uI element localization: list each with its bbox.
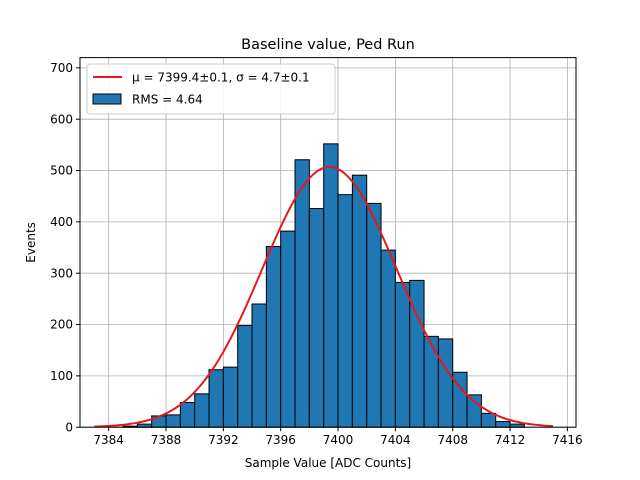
histogram-bar bbox=[380, 249, 396, 428]
histogram-bar bbox=[208, 369, 224, 428]
x-tick-label: 7408 bbox=[437, 433, 468, 447]
x-tick-label: 7416 bbox=[552, 433, 583, 447]
histogram-bar bbox=[280, 230, 296, 428]
x-tick-label: 7388 bbox=[151, 433, 182, 447]
y-tick-label: 700 bbox=[50, 61, 73, 75]
histogram-bar bbox=[194, 393, 210, 428]
legend: μ = 7399.4±0.1, σ = 4.7±0.1 RMS = 4.64 bbox=[86, 63, 336, 115]
x-axis-ticks: 7384 7388 7392 7396 7400 7404 7408 7412 7416 bbox=[93, 427, 583, 447]
y-tick-label: 600 bbox=[50, 112, 73, 126]
x-tick-label: 7404 bbox=[380, 433, 411, 447]
histogram-bar bbox=[366, 202, 382, 428]
histogram-bar bbox=[251, 303, 267, 428]
fit-curve-group bbox=[94, 165, 554, 428]
histogram-bar bbox=[466, 394, 482, 428]
plot-area-frame bbox=[79, 57, 577, 428]
x-tick-label: 7412 bbox=[495, 433, 526, 447]
histogram-bar bbox=[294, 159, 310, 428]
histogram-bar bbox=[423, 335, 439, 428]
y-tick-label: 300 bbox=[50, 266, 73, 280]
histogram-bar bbox=[337, 194, 353, 428]
chart-title: Baseline value, Ped Run bbox=[241, 37, 415, 53]
histogram-bar bbox=[165, 414, 181, 428]
x-tick-label: 7392 bbox=[208, 433, 239, 447]
histogram-bar bbox=[323, 143, 339, 428]
histogram-bar bbox=[495, 421, 511, 428]
legend-rms-label: RMS = 4.64 bbox=[132, 93, 203, 107]
legend-fit-label: μ = 7399.4±0.1, σ = 4.7±0.1 bbox=[132, 71, 310, 85]
histogram-bar bbox=[480, 412, 497, 428]
x-tick-label: 7396 bbox=[265, 433, 296, 447]
gaussian-fit-line bbox=[94, 165, 554, 428]
y-tick-label: 500 bbox=[50, 164, 73, 178]
histogram-bar bbox=[237, 325, 253, 428]
histogram-bar bbox=[265, 246, 282, 428]
x-tick-label: 7400 bbox=[323, 433, 354, 447]
legend-histogram-swatch bbox=[92, 93, 122, 105]
y-axis-ticks: 0 100 200 300 400 500 600 700 bbox=[50, 61, 80, 434]
x-tick-label: 7384 bbox=[93, 433, 124, 447]
y-tick-label: 100 bbox=[50, 369, 73, 383]
y-tick-label: 0 bbox=[65, 420, 73, 434]
histogram-bar bbox=[222, 366, 239, 428]
histogram-bar bbox=[351, 174, 368, 428]
y-tick-label: 400 bbox=[50, 215, 73, 229]
histogram-bar bbox=[179, 402, 196, 428]
histogram-bars bbox=[122, 143, 525, 428]
y-tick-label: 200 bbox=[50, 318, 73, 332]
histogram-bar bbox=[437, 338, 454, 428]
histogram-bar bbox=[394, 281, 411, 428]
legend-box bbox=[86, 63, 336, 115]
histogram-bar bbox=[308, 208, 325, 428]
y-axis-label: Events bbox=[24, 222, 38, 263]
x-axis-label: Sample Value [ADC Counts] bbox=[245, 456, 411, 470]
